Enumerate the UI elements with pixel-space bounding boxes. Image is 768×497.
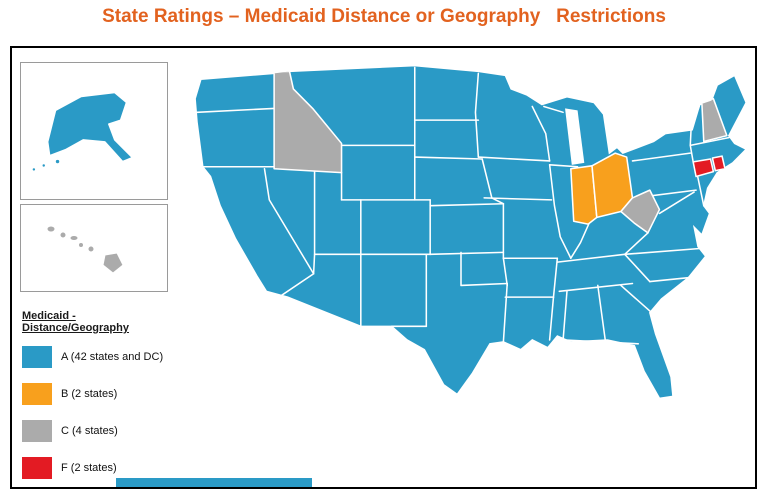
hawaii-map xyxy=(46,225,124,274)
state-connecticut xyxy=(692,158,715,178)
legend-label-c: C (4 states) xyxy=(61,425,118,437)
footer-bar xyxy=(116,478,312,487)
legend-swatch-a xyxy=(22,346,52,368)
legend-item-a: A (42 states and DC) xyxy=(22,346,174,368)
alaska-map xyxy=(31,91,134,173)
legend-label-b: B (2 states) xyxy=(61,388,118,400)
state-indiana xyxy=(570,165,598,225)
legend-title: Medicaid - Distance/Geography xyxy=(22,310,129,334)
legend-item-b: B (2 states) xyxy=(22,383,174,405)
state-borders xyxy=(196,66,730,345)
state-rhode-island xyxy=(711,155,726,172)
legend-swatch-b xyxy=(22,383,52,405)
legend-swatch-c xyxy=(22,420,52,442)
legend-item-c: C (4 states) xyxy=(22,420,174,442)
legend-label-f: F (2 states) xyxy=(61,462,117,474)
page-title: State Ratings – Medicaid Distance or Geo… xyxy=(102,6,666,27)
lake-michigan xyxy=(565,108,585,165)
us-map xyxy=(194,64,747,400)
legend-swatch-f xyxy=(22,457,52,479)
state-hawaii xyxy=(46,225,124,274)
legend-label-a: A (42 states and DC) xyxy=(61,351,164,363)
state-alaska xyxy=(31,91,134,173)
map-frame: Medicaid - Distance/Geography A (42 stat… xyxy=(10,46,757,489)
state-west-virginia xyxy=(620,189,661,234)
alaska-inset xyxy=(20,62,168,200)
state-idaho xyxy=(273,70,343,174)
map-legend: Medicaid - Distance/Geography A (42 stat… xyxy=(22,310,174,494)
legend-item-f: F (2 states) xyxy=(22,457,174,479)
hawaii-inset xyxy=(20,204,168,292)
